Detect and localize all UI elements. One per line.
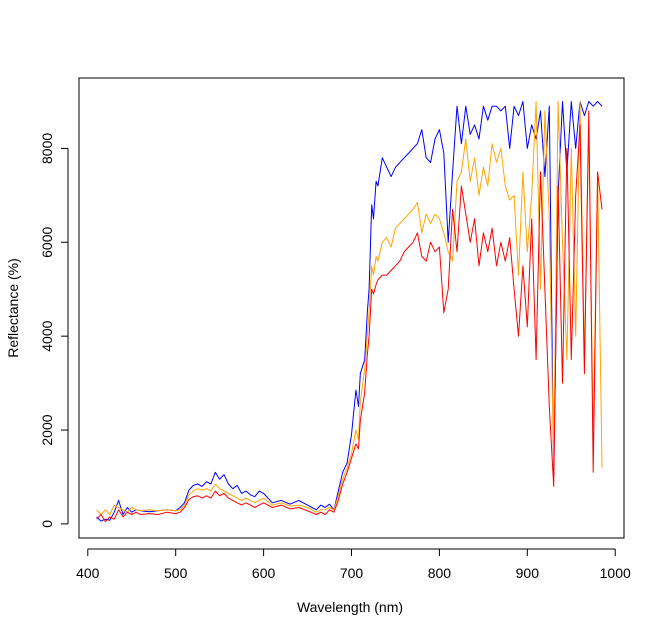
y-tick-label: 4000 xyxy=(39,320,55,351)
y-tick-label: 6000 xyxy=(39,227,55,258)
x-tick-label: 900 xyxy=(516,565,540,581)
series-line-1 xyxy=(96,101,603,522)
plot-frame xyxy=(78,77,625,539)
x-tick-label: 1000 xyxy=(600,565,631,581)
x-tick-label: 500 xyxy=(164,565,188,581)
y-tick-label: 8000 xyxy=(39,133,55,164)
y-axis: 0 2000 4000 6000 8000 xyxy=(39,133,69,528)
x-axis-label: Wavelength (nm) xyxy=(297,599,403,615)
x-tick-label: 700 xyxy=(340,565,364,581)
x-tick-label: 400 xyxy=(76,565,100,581)
series-line-2 xyxy=(96,101,603,515)
series-group xyxy=(96,101,603,523)
series-line-3 xyxy=(96,110,603,523)
y-axis-label: Reflectance (%) xyxy=(5,258,21,358)
x-tick-label: 600 xyxy=(252,565,276,581)
y-tick-label: 0 xyxy=(39,520,55,528)
x-tick-label: 800 xyxy=(428,565,452,581)
y-tick-label: 2000 xyxy=(39,414,55,445)
x-axis: 400 500 600 700 800 900 1000 xyxy=(76,548,631,581)
